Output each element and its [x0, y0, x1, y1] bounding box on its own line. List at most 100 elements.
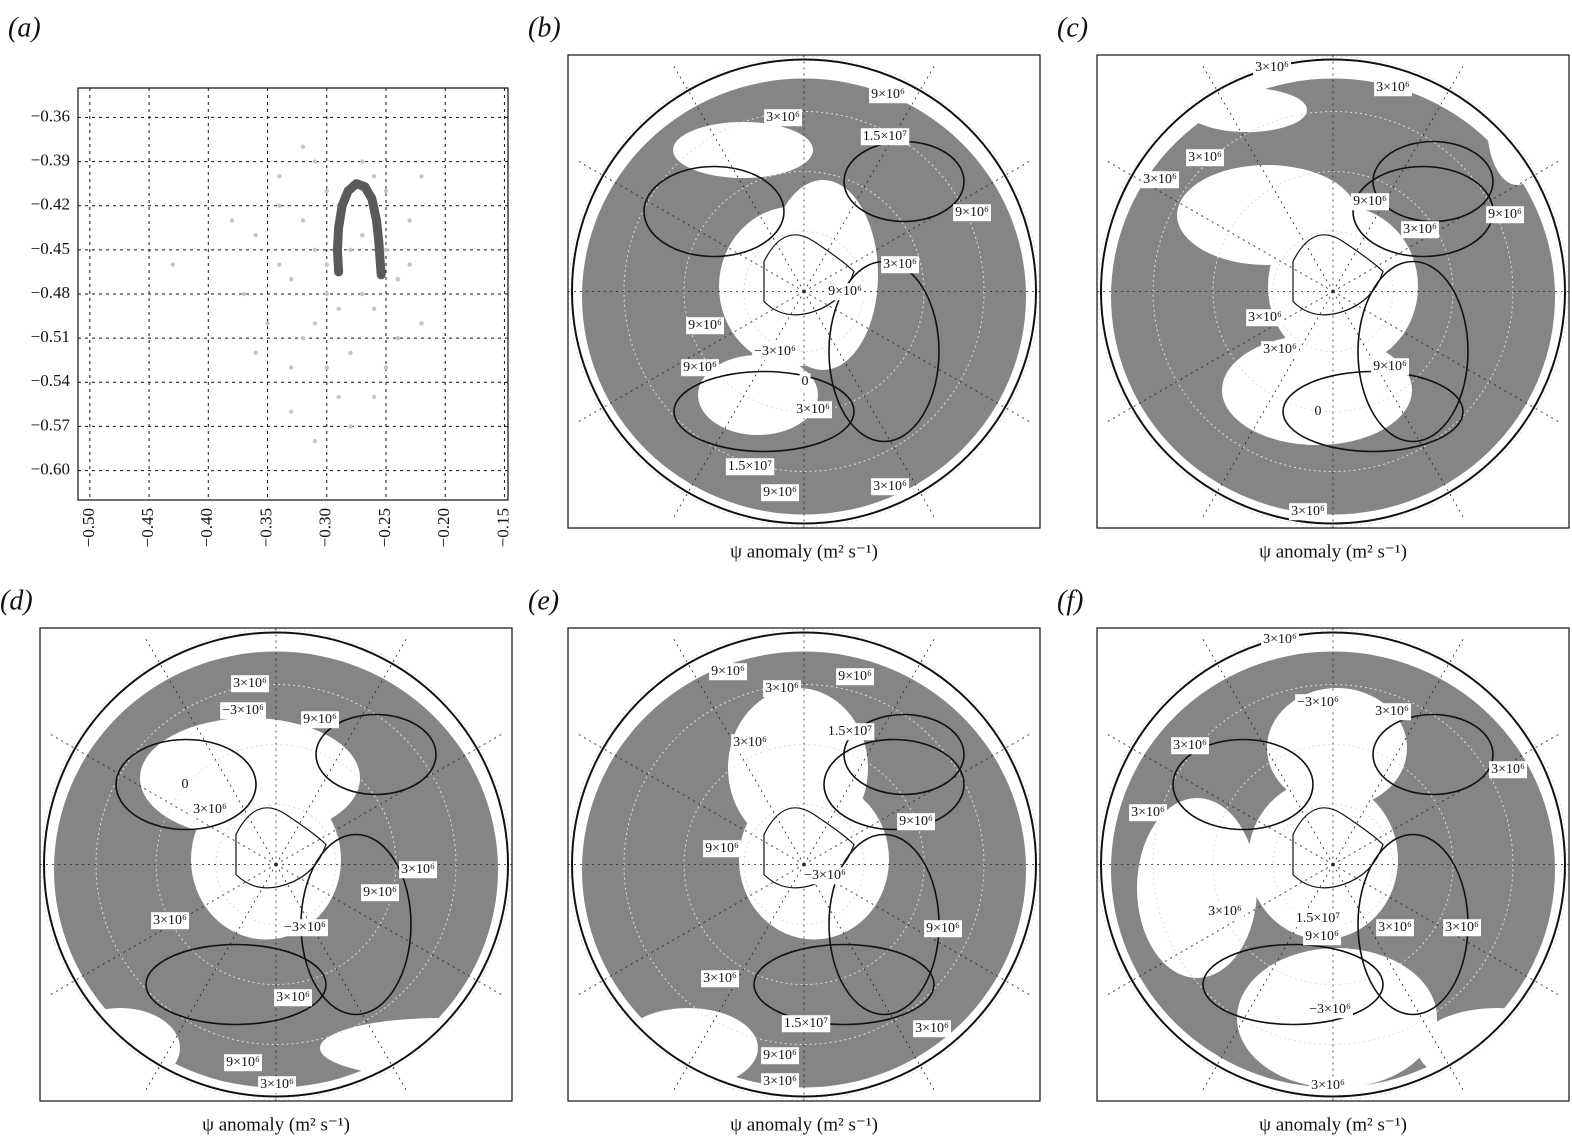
contour-label: 3×10⁶ — [401, 862, 435, 877]
meridian — [1202, 66, 1334, 292]
contour-label-bg — [1261, 631, 1300, 649]
scatter-point — [300, 218, 306, 223]
contour-label-bg — [258, 1076, 297, 1094]
scatter-point — [170, 262, 175, 267]
scatter-point — [419, 174, 424, 179]
contour-label: −3×10⁶ — [754, 344, 796, 359]
meridian — [673, 639, 805, 865]
contour-label: 0 — [1315, 404, 1322, 419]
contour-label-bg — [881, 256, 920, 274]
contour-label: 3×10⁶ — [1248, 310, 1282, 325]
contour-label: 3×10⁶ — [1263, 342, 1297, 357]
contour-label-bg — [799, 373, 811, 391]
outer-contour — [1100, 58, 1566, 525]
outer-contour — [1100, 631, 1566, 1098]
scatter-point — [277, 203, 282, 208]
contour-label-bg — [1141, 171, 1180, 189]
trajectory-line — [332, 179, 386, 280]
scatter-point — [407, 262, 412, 267]
contour-label: 3×10⁶ — [1263, 632, 1297, 647]
meridian — [1332, 864, 1464, 1090]
scatter-point — [360, 232, 365, 238]
scatter-point — [395, 335, 401, 341]
contour-label-bg — [763, 680, 802, 698]
contour-label: 9×10⁶ — [926, 921, 960, 936]
contour-label-bg — [1374, 79, 1413, 97]
neutral-region — [1222, 335, 1412, 445]
contour-label: 3×10⁶ — [1311, 1078, 1345, 1093]
contour-label: 9×10⁶ — [1353, 194, 1387, 209]
contour-label: 3×10⁶ — [766, 110, 800, 125]
contour-label: 3×10⁶ — [193, 802, 227, 817]
contour-label-bg — [953, 204, 992, 222]
scatter-point — [395, 277, 401, 282]
contour-label: 3×10⁶ — [796, 402, 830, 417]
coastline — [1292, 807, 1384, 889]
contour-label-bg — [179, 776, 191, 794]
scatter-point — [371, 174, 377, 179]
contour-label-bg — [151, 912, 190, 930]
scatter-point — [383, 247, 389, 253]
y-tick-label: −0.54 — [31, 371, 71, 390]
contour-label-bg — [1289, 503, 1328, 521]
meridian — [1332, 66, 1464, 292]
contour-label-bg — [869, 86, 908, 104]
contour-line — [823, 738, 965, 831]
contour-label: 3×10⁶ — [276, 990, 310, 1005]
map — [1097, 55, 1569, 528]
contour-label: 9×10⁶ — [838, 669, 872, 684]
contour-label-bg — [826, 283, 865, 301]
neutral-region — [768, 180, 878, 370]
x-tick-label: −0.50 — [79, 508, 98, 547]
contour-line — [673, 370, 855, 453]
scatter-point — [300, 144, 306, 150]
contour-label: −3×10⁶ — [804, 868, 846, 883]
meridian — [275, 734, 502, 865]
contour-label-bg — [1401, 221, 1440, 239]
contour-label: 3×10⁶ — [915, 1021, 949, 1036]
meridian — [50, 864, 277, 995]
meridian — [803, 291, 1030, 422]
contour-label: 3×10⁶ — [1445, 920, 1479, 935]
contour-label-bg — [1295, 694, 1341, 712]
meridian — [673, 864, 805, 1090]
contour-label: 9×10⁶ — [871, 87, 905, 102]
contour-label: 3×10⁶ — [703, 971, 737, 986]
scatter-point — [312, 159, 318, 164]
contour-label: 9×10⁶ — [303, 712, 337, 727]
neutral-region — [1137, 798, 1257, 978]
contour-label-bg — [681, 359, 720, 377]
scatter-point — [312, 321, 318, 326]
x-axis-label: ψ anomaly (m² s⁻¹) — [1259, 541, 1407, 562]
contour-label-bg — [399, 861, 438, 879]
map — [568, 55, 1040, 528]
scatter-point — [312, 438, 318, 444]
contour-line — [1372, 713, 1494, 796]
meridian — [1332, 734, 1559, 865]
contour-label-bg — [1261, 341, 1300, 359]
scatter-point — [300, 335, 306, 341]
x-tick-label: −0.45 — [138, 508, 157, 547]
coastline — [235, 807, 327, 889]
contour-label-bg — [1376, 919, 1415, 937]
contour-label: −3×10⁶ — [222, 703, 264, 718]
contour-label-bg — [361, 884, 400, 902]
x-tick-label: −0.40 — [197, 508, 216, 547]
meridian — [803, 66, 935, 292]
neutral-region — [230, 838, 330, 918]
contour-label-bg — [1489, 761, 1528, 779]
x-axis-label: ψ anomaly (m² s⁻¹) — [1259, 1114, 1407, 1135]
scatter-point — [253, 350, 258, 356]
scatter-point — [348, 350, 353, 356]
contour-label-bg — [725, 458, 775, 476]
contour-label-bg — [220, 702, 266, 720]
contour-label: 9×10⁶ — [1305, 929, 1339, 944]
contour-label-bg — [752, 343, 798, 361]
scatter-point — [324, 188, 329, 194]
contour-label: 3×10⁶ — [763, 1074, 797, 1089]
contour-label-bg — [1293, 910, 1343, 928]
scatter-point — [277, 262, 282, 267]
panel-label: (a) — [8, 12, 41, 43]
contour-label: 3×10⁶ — [153, 913, 187, 928]
contour-label-bg — [897, 813, 936, 831]
